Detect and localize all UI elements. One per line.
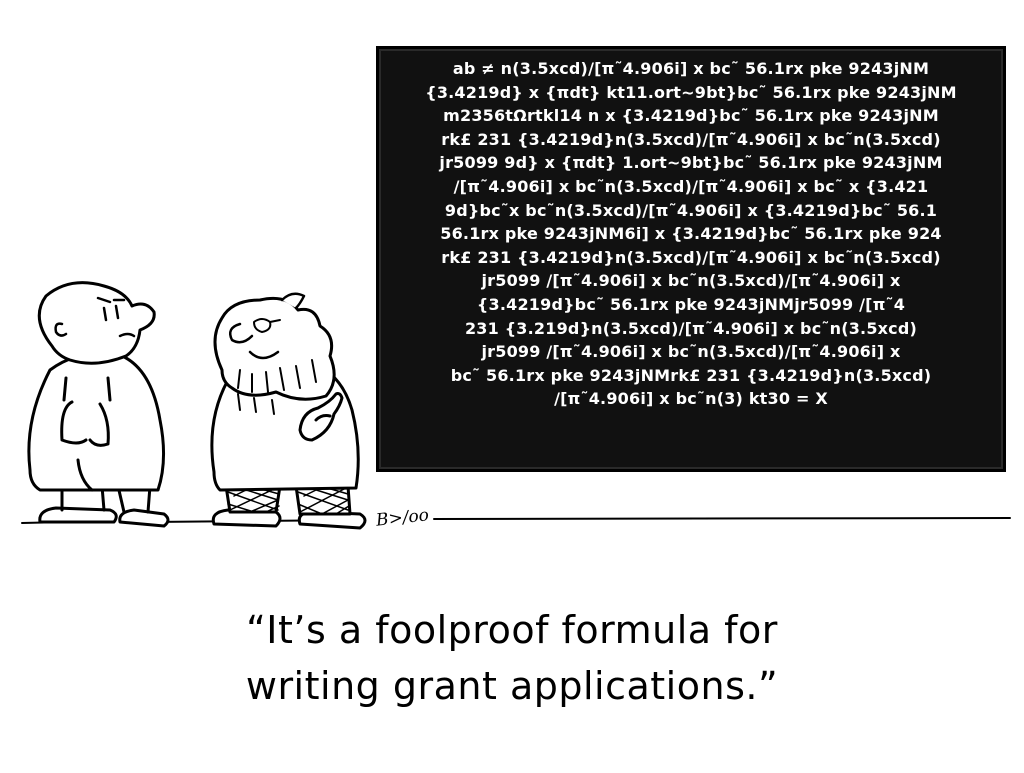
formula-line: 231 {3.219d}n(3.5xcd)/[π˜4.906i] x bc˜n(… (464, 318, 918, 338)
formula-line: rk£ 231 {3.4219d}n(3.5xcd)/[π˜4.906i] x … (441, 129, 941, 149)
caption-line-2: writing grant applications.” (245, 664, 779, 708)
cartoon-scene (21, 281, 1011, 530)
right-character (210, 292, 367, 530)
floor-line (21, 517, 1011, 524)
formula-line: /[π˜4.906i] x bc˜n(3) kt30 = X (554, 389, 828, 409)
left-character (27, 281, 170, 528)
formula-line: 56.1rx pke 9243jNM6i] x {3.4219d}bc˜ 56.… (440, 224, 942, 244)
formula-line: m2356tΩrtkl14 n x {3.4219d}bc˜ 56.1rx pk… (443, 106, 939, 126)
formula-line: jr5099 /[π˜4.906i] x bc˜n(3.5xcd)/[π˜4.9… (481, 271, 901, 291)
formula-line: ab ≠ n(3.5xcd)/[π˜4.906i] x bc˜ 56.1rx p… (452, 59, 930, 78)
chalkboard: ab ≠ n(3.5xcd)/[π˜4.906i] x bc˜ 56.1rx p… (376, 46, 1006, 472)
formula-line: rk£ 231 {3.4219d}n(3.5xcd)/[π˜4.906i] x … (441, 247, 941, 267)
cartoon-caption: “It’s a foolproof formula for writing gr… (0, 602, 1024, 714)
formula-line: bc˜ 56.1rx pke 9243jNMrk£ 231 {3.4219d}n… (450, 365, 932, 385)
formula-line: {3.4219d}bc˜ 56.1rx pke 9243jNMjr5099 /[… (476, 294, 906, 314)
formula-line: jr5099 9d} x {πdt} 1.ort~9bt}bc˜ 56.1rx … (439, 153, 943, 173)
formula-line: {3.4219d} x {πdt} kt11.ort~9bt}bc˜ 56.1r… (425, 82, 957, 102)
formula-line: 9d}bc˜x bc˜n(3.5xcd)/[π˜4.906i] x {3.421… (444, 200, 938, 220)
formula-line: jr5099 /[π˜4.906i] x bc˜n(3.5xcd)/[π˜4.9… (481, 342, 901, 362)
formula-line: /[π˜4.906i] x bc˜n(3.5xcd)/[π˜4.906i] x … (453, 176, 929, 196)
caption-line-1: “It’s a foolproof formula for (246, 608, 778, 652)
